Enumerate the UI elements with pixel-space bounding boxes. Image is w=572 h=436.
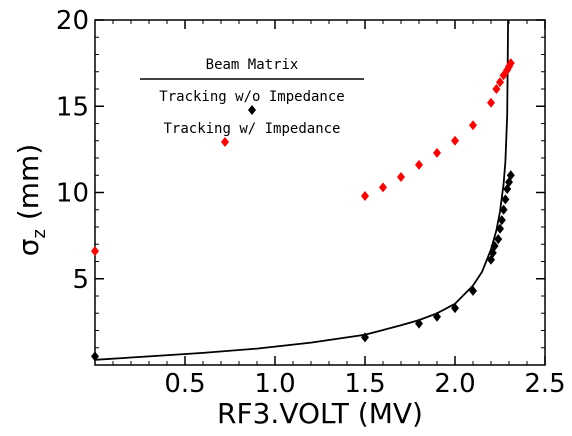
y-tick-label: 20 bbox=[56, 6, 89, 36]
x-tick-label: 0.5 bbox=[164, 369, 205, 399]
black-diamond-marker bbox=[433, 311, 441, 322]
legend: Beam Matrix Tracking w/o Impedance Track… bbox=[140, 57, 364, 147]
black-diamond-marker bbox=[361, 332, 369, 343]
black-diamond-marker bbox=[501, 194, 510, 205]
plot-frame bbox=[94, 19, 546, 366]
black-diamond-marker bbox=[496, 223, 504, 234]
red-diamond-marker bbox=[496, 77, 504, 88]
y-tick-label: 5 bbox=[72, 265, 89, 295]
y-axis-title: σz (mm) bbox=[12, 144, 50, 257]
black-diamond-marker bbox=[490, 240, 499, 251]
y-axis-unit: (mm) bbox=[12, 144, 45, 220]
black-diamond-marker bbox=[506, 170, 515, 181]
red-diamond-marker bbox=[91, 246, 99, 257]
x-tick-label: 1.5 bbox=[344, 369, 385, 399]
red-diamond-marker bbox=[379, 182, 387, 193]
legend-title: Beam Matrix bbox=[206, 57, 299, 73]
axis-tick-labels: 0.5 1.0 1.5 2.0 2.5 5 10 15 20 bbox=[56, 6, 566, 399]
black-diamond-marker bbox=[415, 318, 423, 329]
y-tick-label: 10 bbox=[56, 179, 89, 209]
legend-entry-with-impedance: Tracking w/ Impedance bbox=[163, 121, 340, 137]
red-diamond-marker bbox=[451, 135, 459, 146]
axis-ticks bbox=[95, 19, 546, 365]
x-tick-label: 1.0 bbox=[254, 369, 295, 399]
red-diamond-marker bbox=[506, 58, 515, 69]
x-tick-label: 2.5 bbox=[524, 369, 565, 399]
red-diamond-marker bbox=[505, 61, 513, 72]
red-diamond-marker bbox=[397, 171, 405, 182]
legend-red-diamond bbox=[221, 137, 229, 147]
red-diamond-marker bbox=[433, 147, 441, 158]
x-tick-label: 2.0 bbox=[434, 369, 475, 399]
red-diamond-marker bbox=[492, 84, 501, 94]
red-diamond-marker bbox=[415, 159, 423, 170]
legend-black-diamond bbox=[248, 105, 256, 115]
red-diamond-marker bbox=[361, 190, 369, 201]
black-diamond-marker bbox=[469, 285, 477, 296]
legend-entry-without-impedance: Tracking w/o Impedance bbox=[159, 89, 344, 105]
red-diamond-marker bbox=[469, 120, 477, 131]
black-diamond-marker bbox=[499, 204, 508, 215]
y-axis-subscript: z bbox=[29, 229, 50, 238]
black-diamond-marker bbox=[494, 234, 503, 245]
black-diamond-marker bbox=[451, 303, 459, 314]
black-diamond-marker bbox=[497, 215, 506, 226]
beam-matrix-curve bbox=[94, 19, 509, 361]
series-layer bbox=[91, 19, 515, 362]
black-diamond-marker bbox=[91, 351, 99, 362]
red-diamond-marker bbox=[487, 97, 495, 108]
x-axis-title: RF3.VOLT (MV) bbox=[217, 397, 423, 430]
y-axis-symbol: σ bbox=[12, 239, 45, 257]
y-tick-label: 15 bbox=[56, 92, 89, 122]
